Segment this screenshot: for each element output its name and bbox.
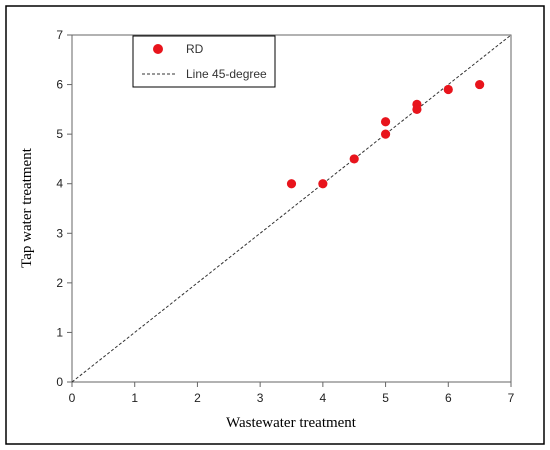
y-tick-label: 5 — [56, 127, 63, 141]
legend-label-rd: RD — [186, 42, 204, 56]
plot-border — [71, 34, 512, 383]
y-tick-label: 4 — [56, 177, 63, 191]
line-45-degree — [71, 34, 512, 383]
y-tick-label: 2 — [56, 276, 63, 290]
tick-labels: 0 1 2 3 4 5 6 7 0 1 2 3 4 5 6 7 — [56, 28, 514, 405]
rd-point — [443, 84, 453, 95]
plot-area — [71, 34, 512, 383]
legend-marker-rd — [153, 44, 163, 54]
data-marks — [71, 34, 512, 383]
rd-point — [380, 117, 391, 127]
rd-point — [475, 79, 485, 90]
x-tick-label: 3 — [257, 391, 264, 405]
x-axis-title: Wastewater treatment — [226, 415, 357, 431]
x-tick-label: 1 — [131, 391, 138, 405]
x-tick-label: 5 — [382, 391, 389, 405]
rd-point — [318, 179, 328, 189]
rd-point — [380, 129, 391, 139]
x-tick-label: 7 — [508, 391, 515, 405]
rd-point — [349, 154, 359, 164]
rd-point — [412, 104, 422, 114]
y-tick-label: 3 — [56, 226, 63, 240]
x-tick-label: 2 — [194, 391, 201, 405]
y-tick-label: 7 — [56, 28, 63, 42]
y-tick-label: 6 — [56, 78, 63, 92]
y-tick-label: 0 — [56, 375, 63, 389]
y-axis-title: Tap water treatment — [19, 147, 35, 268]
x-tick-label: 6 — [445, 391, 452, 405]
legend: RD Line 45-degree — [132, 35, 276, 88]
x-tick-label: 4 — [320, 391, 327, 405]
rd-point — [286, 179, 297, 189]
legend-box — [132, 35, 276, 88]
legend-label-45-degree: Line 45-degree — [186, 67, 267, 81]
x-tick-label: 0 — [69, 391, 76, 405]
y-tick-label: 1 — [56, 325, 63, 339]
